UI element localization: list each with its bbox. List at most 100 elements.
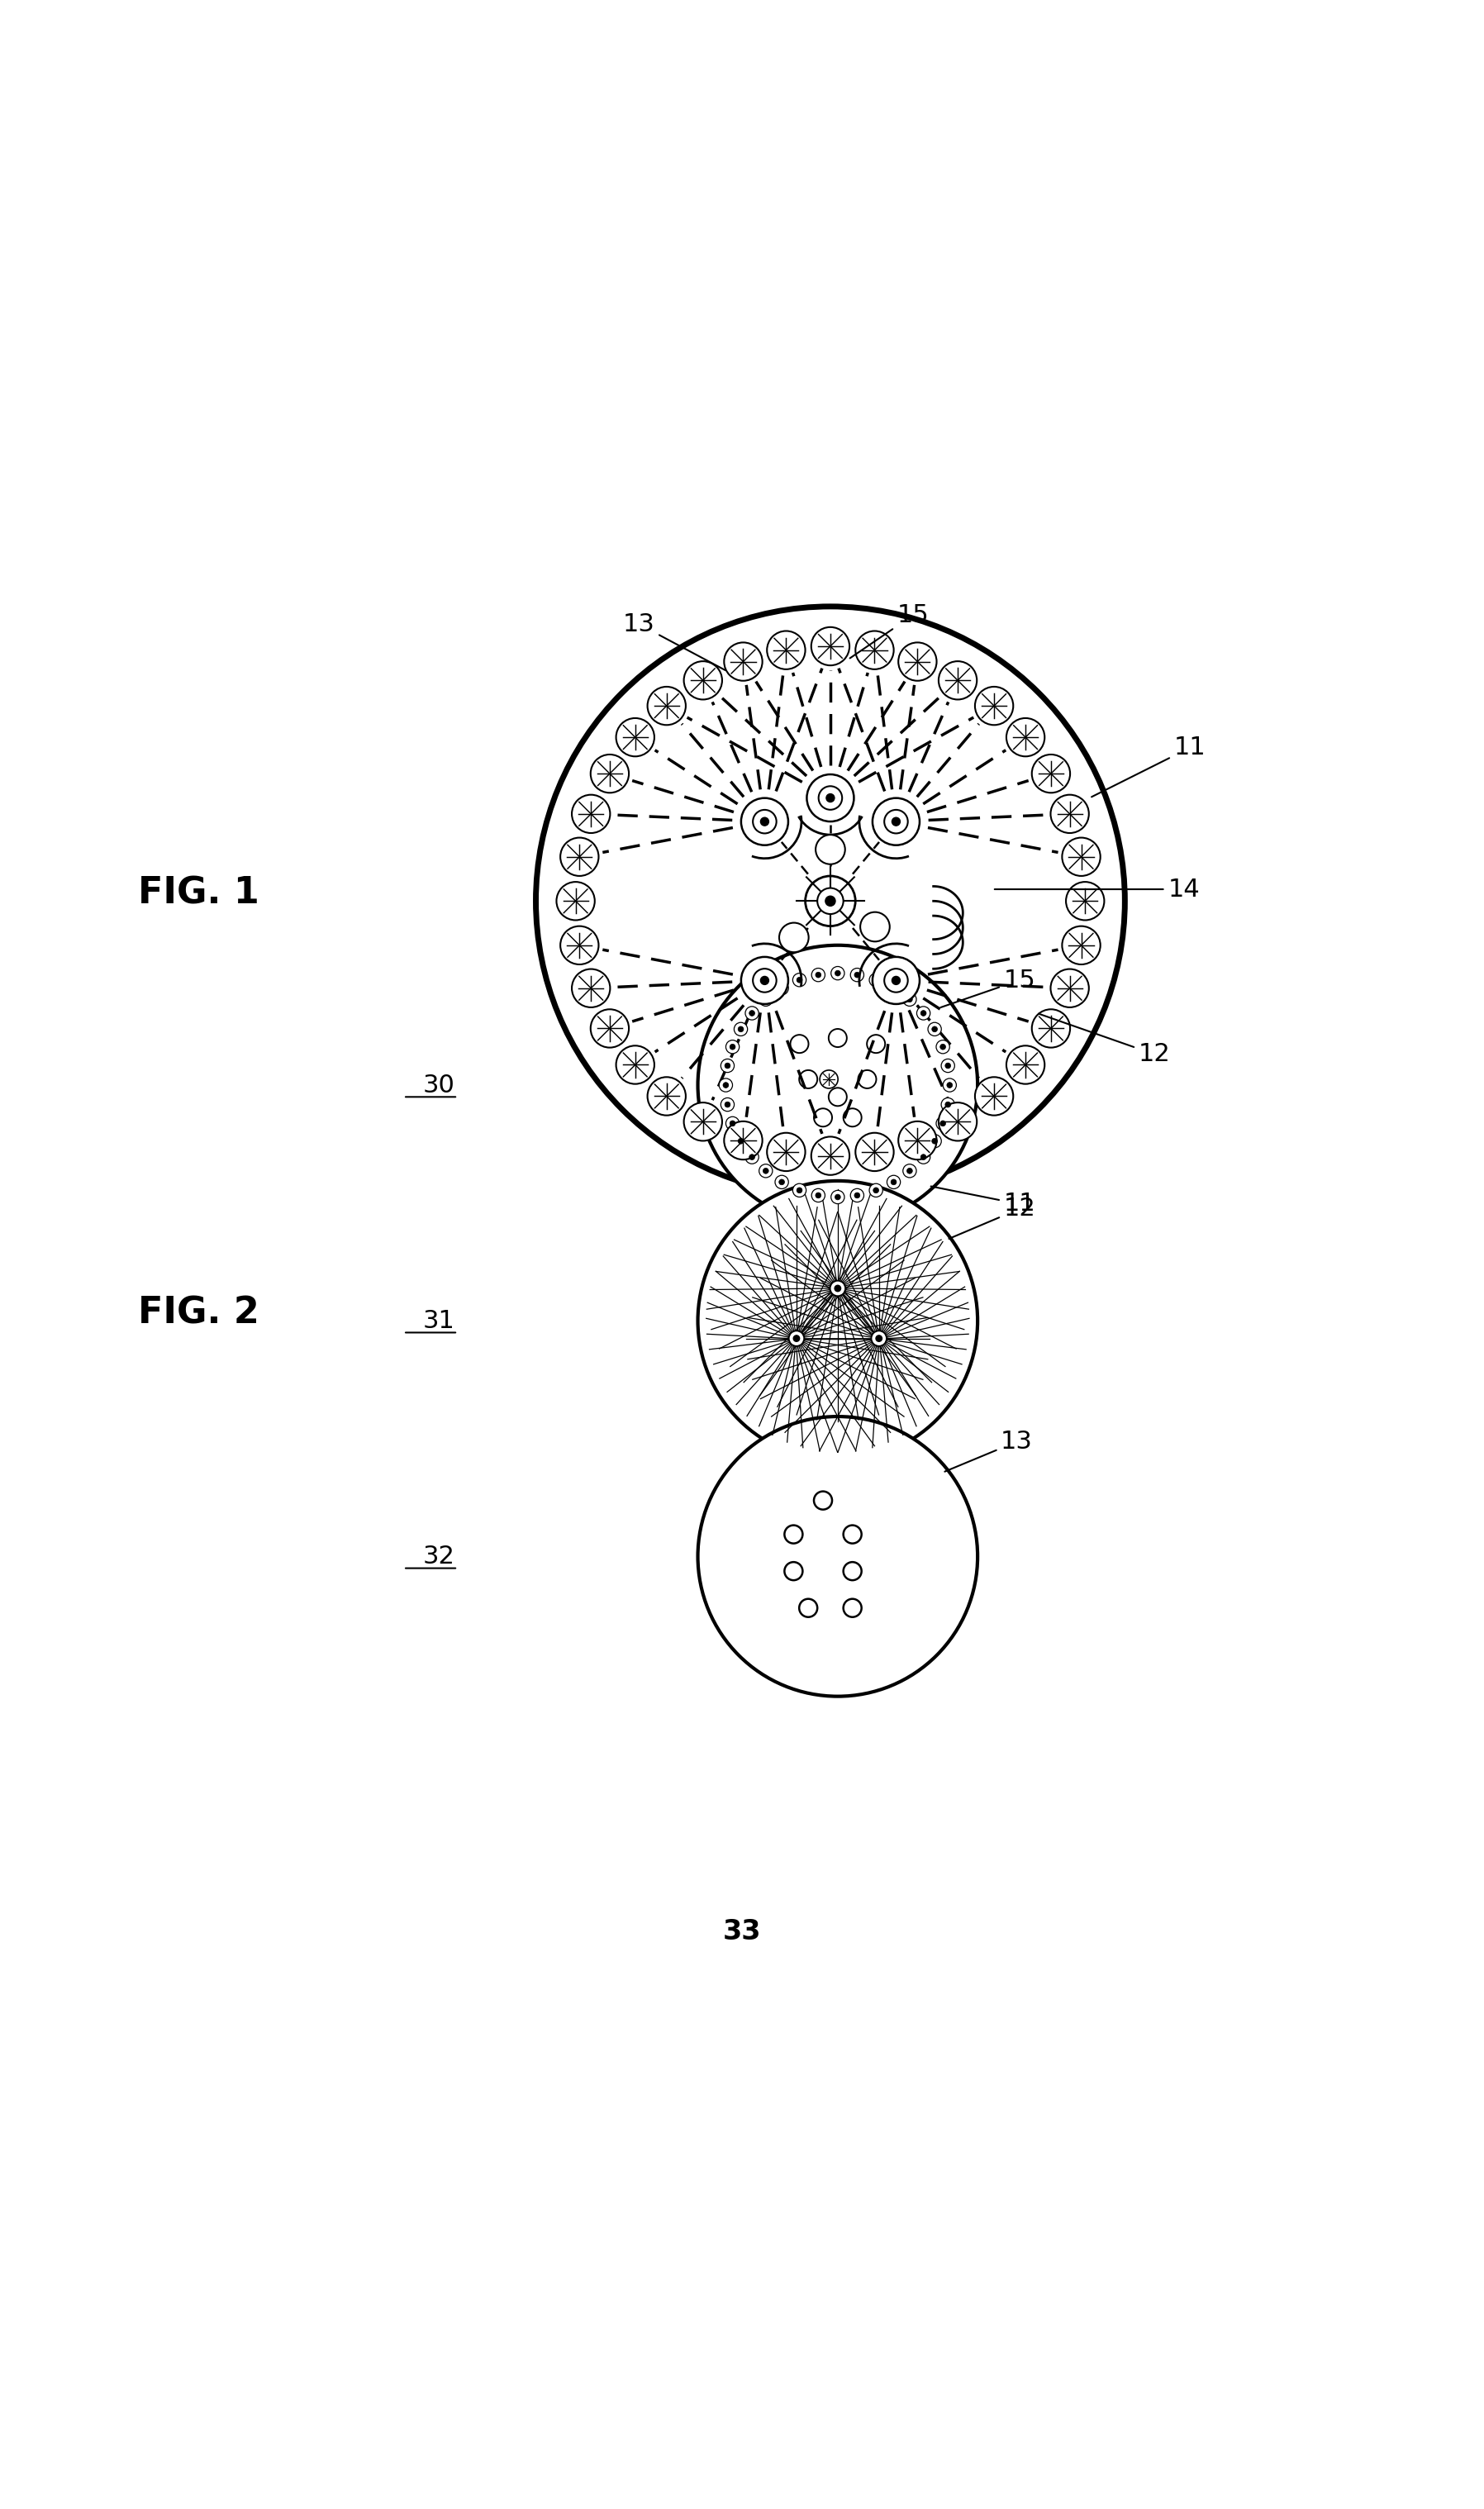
- Circle shape: [752, 968, 776, 991]
- Circle shape: [775, 981, 788, 996]
- Circle shape: [816, 835, 844, 863]
- Circle shape: [947, 1081, 953, 1089]
- Text: 13: 13: [623, 612, 726, 670]
- Circle shape: [571, 968, 610, 1006]
- Circle shape: [591, 755, 629, 793]
- Circle shape: [936, 1041, 950, 1054]
- Circle shape: [834, 1285, 841, 1292]
- Circle shape: [936, 1117, 950, 1129]
- Circle shape: [792, 973, 806, 986]
- Circle shape: [779, 923, 809, 953]
- Text: FIG. 2: FIG. 2: [138, 1295, 260, 1332]
- Circle shape: [794, 1335, 800, 1342]
- Text: 32: 32: [423, 1546, 456, 1568]
- Circle shape: [873, 956, 920, 1004]
- Circle shape: [1006, 718, 1045, 755]
- Text: 15: 15: [850, 602, 929, 657]
- Text: 33: 33: [723, 1919, 761, 1944]
- Circle shape: [861, 913, 890, 941]
- Circle shape: [855, 1192, 859, 1199]
- Circle shape: [556, 881, 595, 921]
- Circle shape: [721, 1059, 735, 1071]
- Circle shape: [684, 662, 723, 700]
- Circle shape: [812, 1137, 849, 1174]
- Circle shape: [697, 946, 978, 1224]
- Circle shape: [917, 1149, 930, 1164]
- Circle shape: [697, 1182, 978, 1460]
- Circle shape: [941, 1059, 954, 1071]
- Circle shape: [724, 1064, 730, 1069]
- Circle shape: [738, 1026, 743, 1031]
- Circle shape: [571, 795, 610, 833]
- Circle shape: [1006, 1046, 1045, 1084]
- Circle shape: [561, 838, 598, 876]
- Circle shape: [850, 968, 864, 981]
- Circle shape: [907, 1169, 913, 1174]
- Circle shape: [1066, 881, 1104, 921]
- Circle shape: [647, 687, 686, 725]
- Circle shape: [816, 971, 821, 979]
- Circle shape: [892, 976, 901, 984]
- Circle shape: [735, 1024, 748, 1036]
- Circle shape: [873, 798, 920, 846]
- Text: 31: 31: [423, 1310, 456, 1332]
- Circle shape: [806, 876, 855, 926]
- Circle shape: [735, 1134, 748, 1147]
- Circle shape: [749, 1154, 755, 1159]
- Circle shape: [1063, 926, 1100, 963]
- Circle shape: [939, 1122, 945, 1127]
- Circle shape: [724, 642, 763, 680]
- Circle shape: [745, 1006, 758, 1019]
- Circle shape: [850, 1189, 864, 1202]
- Circle shape: [760, 976, 769, 984]
- Circle shape: [871, 1330, 886, 1347]
- Circle shape: [591, 1009, 629, 1049]
- Text: 15: 15: [941, 968, 1036, 1009]
- Circle shape: [763, 1169, 769, 1174]
- Circle shape: [831, 1189, 844, 1204]
- Circle shape: [855, 1132, 893, 1172]
- Circle shape: [941, 1099, 954, 1111]
- Circle shape: [827, 793, 834, 803]
- Circle shape: [938, 662, 976, 700]
- Circle shape: [720, 1079, 733, 1091]
- Circle shape: [745, 1149, 758, 1164]
- Text: 14: 14: [994, 878, 1199, 901]
- Text: 11: 11: [930, 1187, 1036, 1217]
- Circle shape: [1031, 755, 1070, 793]
- Circle shape: [758, 1164, 773, 1177]
- Circle shape: [752, 810, 776, 833]
- Circle shape: [812, 968, 825, 981]
- Circle shape: [932, 1026, 938, 1031]
- Circle shape: [726, 1041, 739, 1054]
- Circle shape: [887, 1174, 901, 1189]
- Circle shape: [928, 1134, 941, 1147]
- Circle shape: [819, 785, 841, 810]
- Text: 13: 13: [945, 1430, 1033, 1473]
- Circle shape: [942, 1079, 956, 1091]
- Circle shape: [812, 627, 849, 665]
- Circle shape: [825, 896, 835, 906]
- Circle shape: [975, 1076, 1014, 1117]
- Circle shape: [939, 1044, 945, 1049]
- Circle shape: [812, 1189, 825, 1202]
- Text: 12: 12: [1039, 1014, 1171, 1066]
- Circle shape: [767, 630, 806, 670]
- Circle shape: [763, 996, 769, 1001]
- Circle shape: [760, 818, 769, 825]
- Circle shape: [797, 976, 803, 984]
- Circle shape: [724, 1122, 763, 1159]
- Circle shape: [819, 1071, 838, 1089]
- Circle shape: [873, 976, 879, 984]
- Circle shape: [775, 1174, 788, 1189]
- Circle shape: [945, 1101, 951, 1106]
- Circle shape: [835, 971, 840, 976]
- Circle shape: [884, 810, 908, 833]
- Circle shape: [779, 1179, 785, 1184]
- Circle shape: [789, 1330, 804, 1347]
- Text: 12: 12: [948, 1197, 1036, 1239]
- Circle shape: [684, 1101, 723, 1142]
- Circle shape: [1051, 968, 1089, 1006]
- Circle shape: [561, 926, 598, 963]
- Circle shape: [890, 1179, 896, 1184]
